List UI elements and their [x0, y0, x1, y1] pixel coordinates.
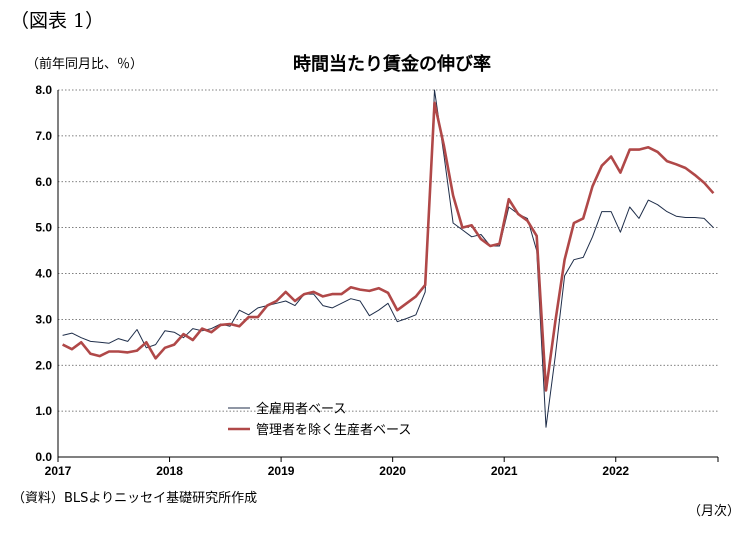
x-tick-label: 2022	[602, 464, 629, 478]
figure-label: （図表 1）	[10, 10, 105, 32]
x-tick-label: 2020	[379, 464, 406, 478]
y-tick-label: 4.0	[35, 267, 52, 281]
x-tick-label: 2017	[45, 464, 72, 478]
y-tick-label: 7.0	[35, 129, 52, 143]
y-tick-label: 1.0	[35, 404, 52, 418]
x-tick-label: 2018	[156, 464, 183, 478]
x-tick-label: 2021	[491, 464, 518, 478]
y-tick-label: 3.0	[35, 312, 52, 326]
source-note: （資料）BLSよりニッセイ基礎研究所作成	[12, 491, 258, 506]
y-unit-label: （前年同月比、％）	[26, 57, 144, 72]
y-tick-label: 0.0	[35, 450, 52, 464]
y-tick-label: 5.0	[35, 221, 52, 235]
x-unit-label: （月次）	[687, 504, 740, 519]
y-tick-label: 2.0	[35, 358, 52, 372]
series-line-all-employees	[62, 89, 714, 428]
y-tick-label: 8.0	[35, 83, 52, 97]
x-tick-label: 2019	[268, 464, 295, 478]
axes: 0.0 1.0 2.0 3.0 4.0 5.0 6.0 7.0 8.0 2017 2018 2019 2…	[35, 83, 719, 478]
series-line-production-workers	[62, 101, 715, 392]
y-tick-label: 6.0	[35, 175, 52, 189]
legend-entry-label: 管理者を除く生産者ベース	[256, 422, 411, 438]
legend-entry-label: 全雇用者ベース	[256, 401, 346, 417]
series-lines	[62, 89, 715, 428]
chart-title: 時間当たり賃金の伸び率	[293, 54, 491, 75]
gridlines	[58, 89, 718, 412]
